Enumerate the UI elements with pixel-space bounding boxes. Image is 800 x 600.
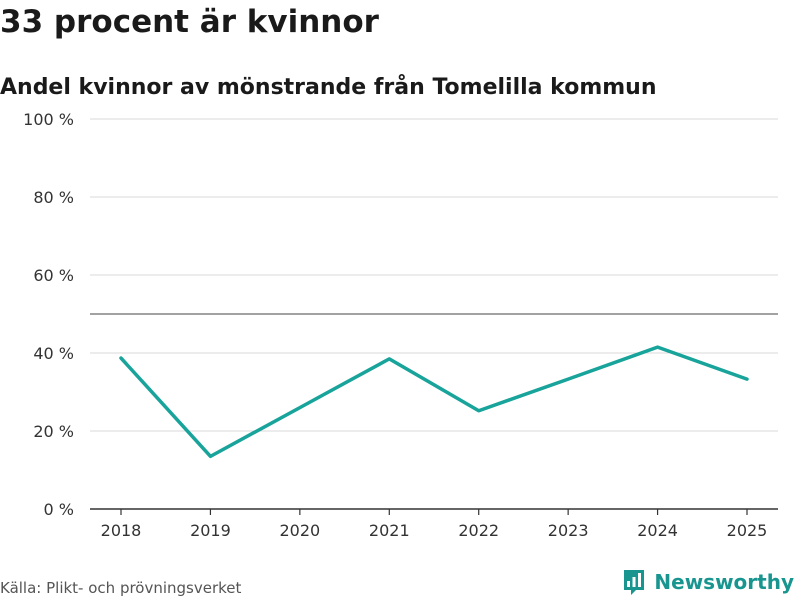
x-tick-label: 2018	[101, 521, 142, 540]
brand-logo: Newsworthy	[622, 568, 794, 596]
page-title: 33 procent är kvinnor	[0, 4, 379, 40]
series-layer	[119, 345, 749, 459]
x-tick-label: 2022	[458, 521, 499, 540]
series-line	[119, 345, 749, 459]
y-tick-label: 40 %	[33, 344, 74, 363]
y-tick-label: 100 %	[23, 110, 74, 129]
line-chart: 0 % 20 % 40 % 60 % 80 % 100 % 2018 2019 2020 2021…	[23, 110, 778, 540]
y-tick-label: 0 %	[44, 500, 74, 519]
x-tick-label: 2025	[727, 521, 768, 540]
x-tick-label: 2019	[190, 521, 231, 540]
newsworthy-logo-icon	[624, 570, 645, 595]
y-tick-label: 20 %	[33, 422, 74, 441]
x-axis	[90, 508, 778, 515]
x-tick-label: 2020	[279, 521, 320, 540]
y-tick-label: 60 %	[33, 266, 74, 285]
x-tick-label: 2023	[548, 521, 589, 540]
chart-subtitle: Andel kvinnor av mönstrande från Tomelil…	[0, 75, 657, 100]
x-tick-label: 2024	[637, 521, 678, 540]
y-tick-label: 80 %	[33, 188, 74, 207]
brand-name: Newsworthy	[654, 570, 794, 594]
x-tick-label: 2021	[369, 521, 410, 540]
tick-labels: 0 % 20 % 40 % 60 % 80 % 100 % 2018 2019 2020 2021…	[23, 110, 767, 540]
source-note: Källa: Plikt- och prövningsverket	[0, 579, 242, 597]
grid-lines	[90, 118, 778, 432]
